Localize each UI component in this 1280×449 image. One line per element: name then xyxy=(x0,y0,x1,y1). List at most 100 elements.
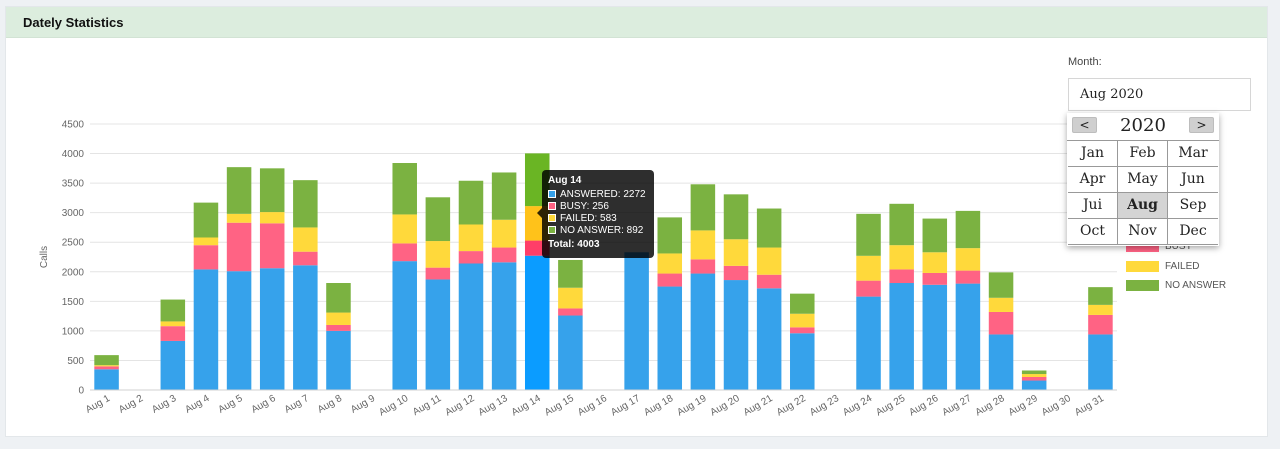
x-tick-label: Aug 8 xyxy=(316,393,345,416)
x-tick-label: Aug 4 xyxy=(183,393,212,416)
bar-segment-busy xyxy=(988,311,1014,335)
bar-segment-failed xyxy=(491,219,517,248)
bar-segment-answered xyxy=(392,261,417,390)
bar-segment-no-answer xyxy=(856,213,881,256)
legend-item-failed[interactable]: FAILED xyxy=(1126,260,1256,276)
bar-segment-failed xyxy=(856,255,881,281)
bar-segment-no-answer xyxy=(193,202,219,238)
bar-segment-failed xyxy=(392,214,417,244)
tooltip-text: ANSWERED: 2272 xyxy=(560,189,646,200)
bar-segment-busy xyxy=(856,280,881,297)
bar-segment-no-answer xyxy=(425,197,451,242)
y-tick-label: 0 xyxy=(78,386,84,397)
bar-segment-busy xyxy=(790,327,815,334)
bar-segment-no-answer xyxy=(1021,370,1047,375)
bar-segment-failed xyxy=(558,287,583,309)
bar-segment-answered xyxy=(756,288,782,390)
month-cell-feb[interactable]: Feb xyxy=(1118,141,1168,167)
bar-segment-failed xyxy=(458,224,484,252)
bar-segment-busy xyxy=(690,259,716,274)
bar-segment-busy xyxy=(558,308,583,316)
bar-segment-failed xyxy=(94,365,119,367)
legend-swatch xyxy=(1126,261,1159,272)
bar-segment-busy xyxy=(1021,376,1047,381)
next-year-button[interactable]: > xyxy=(1189,117,1214,133)
bar-segment-no-answer xyxy=(558,259,583,288)
bar-segment-answered xyxy=(94,369,119,390)
bar-segment-no-answer xyxy=(657,217,683,254)
bar-segment-busy xyxy=(657,273,683,287)
x-tick-label: Aug 14 xyxy=(510,393,543,419)
bar-segment-failed xyxy=(425,241,451,268)
month-cell-dec[interactable]: Dec xyxy=(1168,219,1218,245)
month-cell-nov[interactable]: Nov xyxy=(1118,219,1168,245)
x-tick-label: Aug 27 xyxy=(940,393,973,419)
month-cell-mar[interactable]: Mar xyxy=(1168,141,1218,167)
bar-segment-busy xyxy=(491,247,517,263)
month-picker: < 2020 > Jan Feb Mar Apr May Jun Jui Aug Sep Oct N… xyxy=(1067,113,1219,246)
month-cell-aug[interactable]: Aug xyxy=(1118,193,1168,219)
x-tick-label: Aug 9 xyxy=(349,393,378,416)
legend-item-busy[interactable]: BUSY xyxy=(1126,240,1256,256)
tooltip-row-failed: FAILED: 583 xyxy=(548,213,648,225)
bar-segment-no-answer xyxy=(491,172,517,220)
legend-item-no-answer[interactable]: NO ANSWER xyxy=(1126,279,1256,295)
month-input[interactable]: Aug 2020 xyxy=(1068,78,1251,111)
tooltip-caret xyxy=(537,208,542,218)
month-cell-jan[interactable]: Jan xyxy=(1068,141,1118,167)
prev-year-button[interactable]: < xyxy=(1072,117,1097,133)
bar-segment-failed xyxy=(1021,374,1047,377)
bar-segment-busy xyxy=(922,272,948,285)
y-tick-label: 500 xyxy=(67,356,84,367)
x-tick-label: Aug 17 xyxy=(609,393,642,419)
tooltip-text: FAILED: 583 xyxy=(560,213,617,224)
tooltip-total: Total: 4003 xyxy=(548,239,600,250)
month-cell-oct[interactable]: Oct xyxy=(1068,219,1118,245)
tooltip-swatch xyxy=(548,190,556,198)
chart-tooltip: Aug 14 ANSWERED: 2272 BUSY: 256 FAILED: … xyxy=(537,170,654,258)
bar-segment-answered xyxy=(160,340,186,390)
bar-segment-answered xyxy=(657,286,683,390)
tooltip-swatch xyxy=(548,202,556,210)
bar-segment-no-answer xyxy=(723,194,749,240)
bar-segment-busy xyxy=(293,251,318,266)
x-tick-label: Aug 22 xyxy=(775,393,808,419)
x-tick-label: Aug 15 xyxy=(543,393,576,419)
bar-segment-no-answer xyxy=(392,163,417,215)
x-tick-label: Aug 29 xyxy=(1007,393,1040,419)
bar-segment-busy xyxy=(955,270,981,284)
month-cell-sep[interactable]: Sep xyxy=(1168,193,1218,219)
panel-title: Dately Statistics xyxy=(23,15,124,30)
bar-segment-answered xyxy=(293,265,318,390)
bar-segment-answered xyxy=(458,263,484,390)
bar-segment-no-answer xyxy=(226,167,252,214)
x-tick-label: Aug 1 xyxy=(84,393,113,416)
x-tick-label: Aug 10 xyxy=(377,393,410,419)
bar-segment-busy xyxy=(326,324,351,331)
x-tick-label: Aug 13 xyxy=(477,393,510,419)
bar-segment-no-answer xyxy=(889,203,914,246)
tooltip-row-answered: ANSWERED: 2272 xyxy=(548,189,648,201)
month-cell-jui[interactable]: Jui xyxy=(1068,193,1118,219)
bar-segment-failed xyxy=(226,213,252,223)
month-cell-jun[interactable]: Jun xyxy=(1168,167,1218,193)
y-axis-label: Calls xyxy=(39,246,50,268)
month-cell-apr[interactable]: Apr xyxy=(1068,167,1118,193)
bar-segment-no-answer xyxy=(458,180,484,225)
x-tick-label: Aug 18 xyxy=(642,393,675,419)
panel-header xyxy=(6,7,1267,38)
x-tick-label: Aug 23 xyxy=(808,393,841,419)
bar-segment-failed xyxy=(988,297,1014,312)
bar-segment-failed xyxy=(657,253,683,274)
bar-segment-answered xyxy=(226,271,252,390)
bar-segment-failed xyxy=(922,252,948,273)
tooltip-text: NO ANSWER: 892 xyxy=(560,225,644,236)
bar-segment-no-answer xyxy=(922,218,948,253)
bar-segment-busy xyxy=(723,265,749,281)
bar-segment-answered xyxy=(624,252,649,390)
bar-segment-no-answer xyxy=(955,210,981,249)
month-cell-may[interactable]: May xyxy=(1118,167,1168,193)
bar-segment-no-answer xyxy=(160,299,186,322)
bar-segment-failed xyxy=(326,312,351,325)
